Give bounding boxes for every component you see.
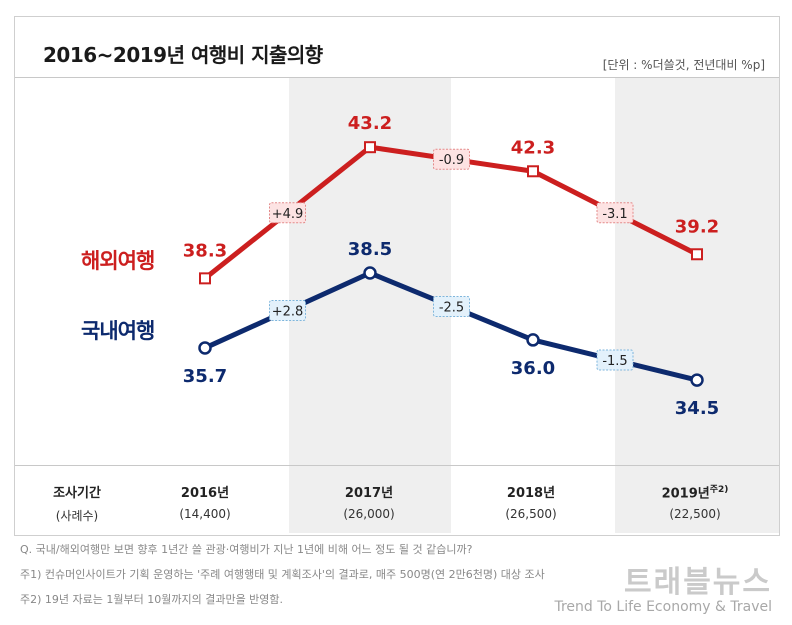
value-label-overseas: 38.3 <box>183 240 227 261</box>
unit-label: [단위 : %더쓸것, 전년대비 %p] <box>602 58 765 72</box>
data-point-domestic <box>363 266 377 280</box>
period-sample-size: (14,400) <box>179 507 231 521</box>
watermark-logo: 트래블뉴스 Trend To Life Economy & Travel <box>554 557 772 615</box>
data-point-domestic <box>690 373 704 387</box>
series-label-domestic: 국내여행 <box>81 319 155 343</box>
watermark-slogan: Trend To Life Economy & Travel <box>554 599 772 615</box>
period-footnote-marker: 주2) <box>709 485 729 495</box>
chart-frame: 2016~2019년 여행비 지출의향 [단위 : %더쓸것, 전년대비 %p]… <box>14 16 780 536</box>
period-label: 2019년 <box>661 486 710 502</box>
table-cell-2019: 2019년주2) (22,500) <box>615 482 775 521</box>
table-header-label: 조사기간 <box>53 486 101 501</box>
change-box-domestic <box>269 299 306 321</box>
value-label-overseas: 39.2 <box>675 216 719 237</box>
change-label-overseas: -0.9 <box>439 153 464 168</box>
change-label-domestic: -2.5 <box>439 300 464 315</box>
value-label-domestic: 34.5 <box>675 398 719 419</box>
period-sample-size: (26,500) <box>505 507 557 521</box>
table-divider <box>15 465 779 466</box>
data-point-domestic <box>198 341 212 355</box>
change-box-domestic <box>433 295 470 317</box>
period-sample-size: (22,500) <box>669 507 721 522</box>
value-label-domestic: 38.5 <box>348 239 392 260</box>
watermark-name: 트래블뉴스 <box>624 565 772 600</box>
change-label-domestic: +2.8 <box>272 304 304 319</box>
change-box-overseas <box>596 202 634 224</box>
period-label: 2018년 <box>506 486 556 501</box>
change-label-overseas: -3.1 <box>602 207 627 222</box>
value-label-domestic: 36.0 <box>511 358 555 379</box>
footnote-1: 주1) 컨슈머인사이트가 기획 운영하는 '주례 여행행태 및 계획조사'의 결… <box>20 568 545 581</box>
table-header-sub: (사례수) <box>55 509 99 523</box>
table-header-cell: 조사기간 (사례수) <box>0 482 157 524</box>
data-point-domestic <box>526 333 540 347</box>
period-label: 2016년 <box>180 486 230 501</box>
data-point-overseas <box>691 248 703 261</box>
period-label: 2017년 <box>344 486 394 501</box>
plot-top-divider <box>15 77 779 78</box>
value-label-overseas: 43.2 <box>348 113 392 134</box>
table-cell-2017: 2017년 (26,000) <box>289 482 449 521</box>
change-label-domestic: -1.5 <box>602 354 627 369</box>
value-label-overseas: 42.3 <box>511 137 555 158</box>
table-cell-2016: 2016년 (14,400) <box>125 482 285 521</box>
series-label-overseas: 해외여행 <box>81 249 155 273</box>
data-point-overseas <box>199 272 211 285</box>
data-point-overseas <box>527 165 539 178</box>
change-label-overseas: +4.9 <box>272 207 304 222</box>
footnote-question: Q. 국내/해외여행만 보면 향후 1년간 쓸 관광·여행비가 지난 1년에 비… <box>20 543 473 556</box>
period-sample-size: (26,000) <box>343 507 395 521</box>
table-cell-2018: 2018년 (26,500) <box>451 482 611 521</box>
change-box-domestic <box>596 349 634 371</box>
chart-title: 2016~2019년 여행비 지출의향 <box>43 43 323 67</box>
data-point-overseas <box>364 141 376 154</box>
change-box-overseas <box>269 202 306 224</box>
footnote-2: 주2) 19년 자료는 1월부터 10월까지의 결과만을 반영함. <box>20 593 284 606</box>
change-box-overseas <box>433 148 470 170</box>
shaded-band-2019 <box>615 77 779 533</box>
line-chart: +4.9 -0.9 -3.1 38.3 43.2 42.3 39.2 +2.8 -2.5 -1.5… <box>183 113 719 419</box>
value-label-domestic: 35.7 <box>183 366 227 387</box>
